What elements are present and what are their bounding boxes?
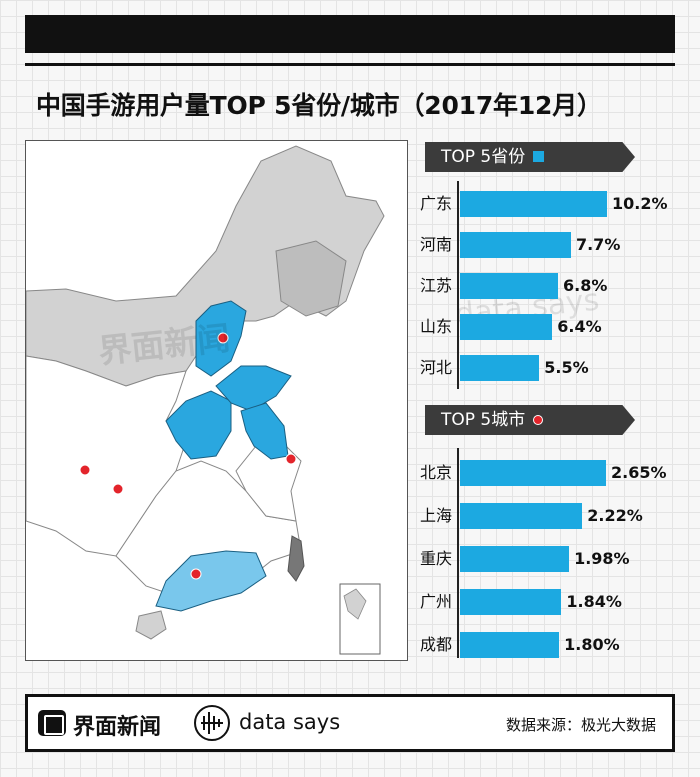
data-source-note: 数据来源：极光大数据 [505, 716, 656, 734]
city-category-label: 北京 [419, 463, 452, 482]
city-bar [460, 503, 583, 529]
shandong-province-map [215, 365, 292, 412]
province-category-label: 河南 [419, 235, 452, 254]
province-bar [460, 273, 558, 299]
province-bar [460, 191, 607, 217]
city-value-label: 1.84% [566, 592, 622, 611]
city-dot-guangzhou [190, 568, 202, 580]
province-bar [460, 314, 553, 340]
data-says-logo-icon [194, 705, 230, 741]
city-value-label: 1.98% [574, 549, 630, 568]
province-value-label: 5.5% [544, 358, 589, 377]
henan-province-map [165, 390, 232, 460]
province-value-label: 7.7% [575, 235, 621, 254]
city-category-label: 广州 [419, 592, 452, 611]
province-bar [460, 355, 540, 381]
provinces-section-tab: TOP 5省份 [425, 142, 635, 172]
footer-data-says: data says [239, 710, 341, 734]
top-banner [25, 15, 675, 53]
province-bar [460, 232, 571, 258]
city-dot-shanghai [285, 453, 297, 465]
city-dot-beijing [217, 332, 229, 344]
cities-section-title: TOP 5城市 [441, 410, 526, 430]
province-value-label: 10.2% [612, 194, 668, 213]
city-category-label: 成都 [419, 635, 452, 654]
jiangsu-province-map [240, 402, 289, 460]
china-map [26, 145, 385, 655]
hainan-map [135, 610, 167, 640]
jiemian-logo-icon [38, 710, 66, 736]
city-category-label: 上海 [419, 506, 452, 525]
china-map-panel [25, 140, 408, 661]
city-bar [460, 589, 562, 615]
province-value-label: 6.8% [563, 276, 608, 295]
province-category-label: 广东 [419, 194, 452, 213]
city-dot-chongqing [112, 483, 124, 495]
page-title: 中国手游用户量TOP 5省份/城市（2017年12月） [36, 91, 602, 120]
footer: 界面新闻 data says 数据来源：极光大数据 [25, 694, 675, 752]
city-bar [460, 460, 606, 486]
title-divider [25, 63, 675, 66]
guangdong-province-map [155, 550, 267, 612]
province-category-label: 河北 [419, 358, 452, 377]
province-category-label: 山东 [419, 317, 452, 336]
city-value-label: 1.80% [564, 635, 620, 654]
taiwan-map [287, 535, 305, 582]
city-bar [460, 546, 570, 572]
inset-coastline [343, 588, 367, 620]
province-value-label: 6.4% [557, 317, 602, 336]
city-legend-dot-icon [533, 415, 544, 425]
city-category-label: 重庆 [419, 549, 452, 568]
northeast-region-map [275, 240, 347, 317]
provinces-section-title: TOP 5省份 [441, 147, 526, 167]
footer-brand-name: 界面新闻 [73, 715, 162, 740]
province-category-label: 江苏 [419, 276, 452, 295]
provinces-axis-line [457, 181, 459, 389]
cities-section-tab: TOP 5城市 [425, 405, 635, 435]
cities-axis-line [457, 448, 459, 658]
city-dot-chengdu [79, 464, 91, 476]
city-value-label: 2.65% [611, 463, 667, 482]
city-bar [460, 632, 560, 658]
province-legend-square-icon [533, 151, 545, 162]
east-provinces-map [235, 440, 302, 522]
city-value-label: 2.22% [587, 506, 643, 525]
